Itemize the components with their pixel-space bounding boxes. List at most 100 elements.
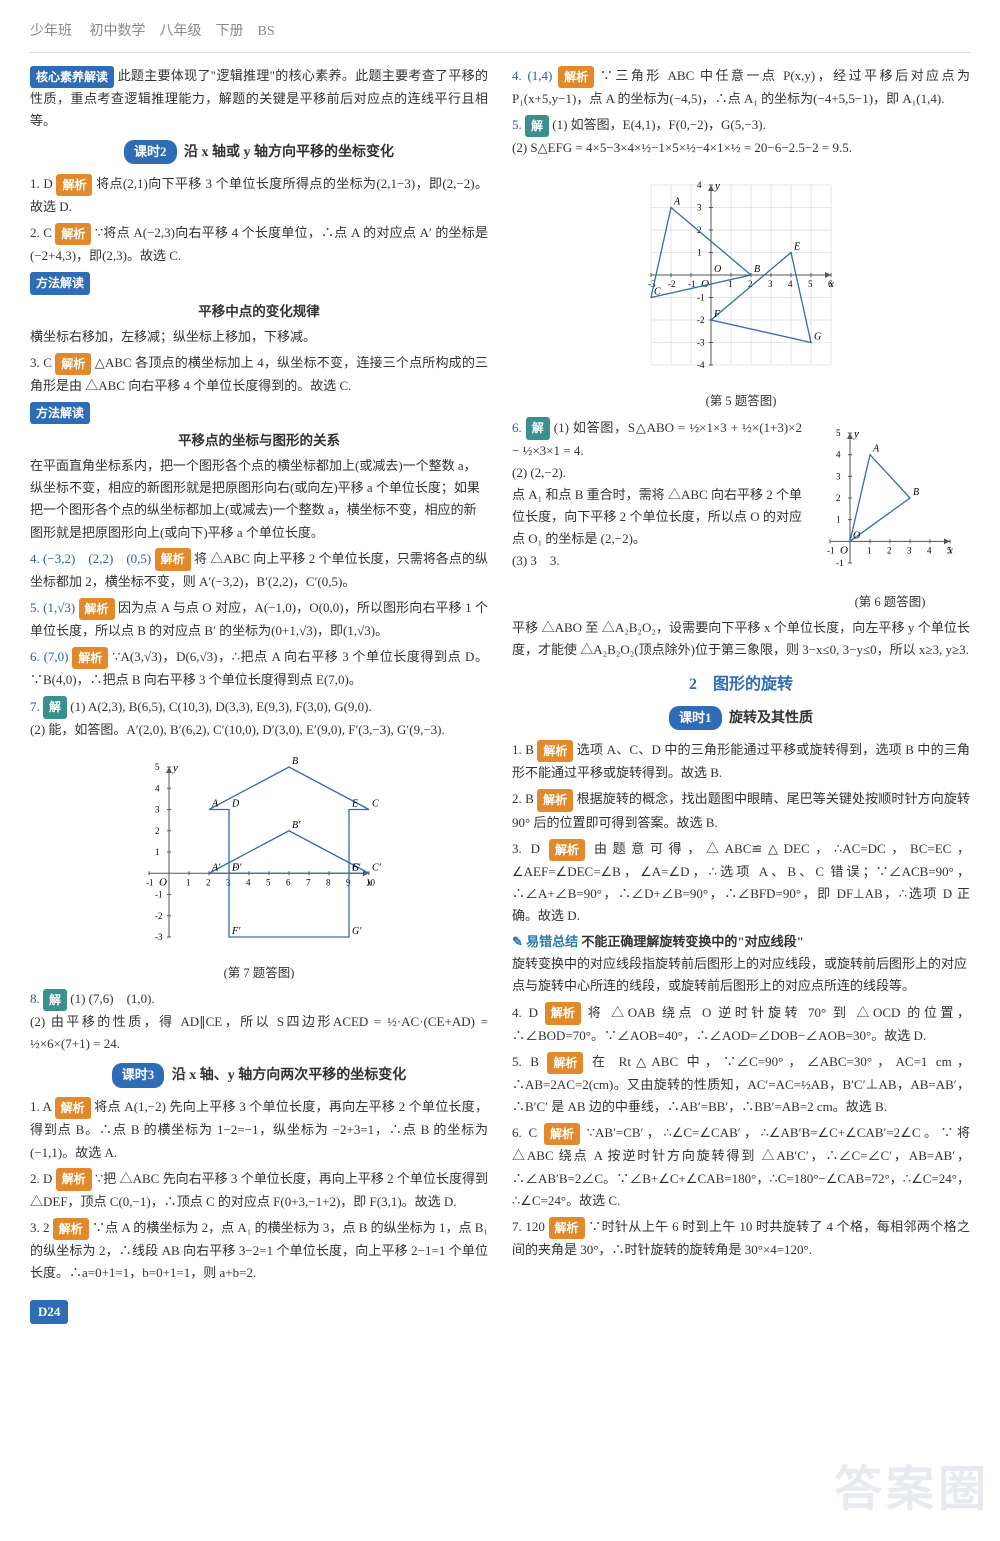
method-tag: 方法解读 <box>30 402 90 424</box>
svg-text:-2: -2 <box>697 315 705 325</box>
rule-1-body: 横坐标右移加，左移减；纵坐标上移加，下移减。 <box>30 326 488 348</box>
svg-text:6: 6 <box>828 279 833 289</box>
svg-text:-1: -1 <box>836 558 844 568</box>
lesson-3-title: 沿 x 轴、y 轴方向两次平移的坐标变化 <box>172 1068 407 1083</box>
analyze-tag: 解析 <box>549 1217 585 1239</box>
l2-q2: 2. C 解析 ∵将点 A(−2,3)向右平移 4 个长度单位，∴点 A 的对应… <box>30 222 488 267</box>
l2-q5-ans: 5. (1,√3) <box>30 600 75 615</box>
solve-tag: 解 <box>525 115 549 137</box>
analyze-tag: 解析 <box>55 353 91 375</box>
analyze-tag: 解析 <box>56 1168 92 1190</box>
svg-text:5: 5 <box>155 762 160 772</box>
mistake-title: 不能正确理解旋转变换中的"对应线段" <box>581 934 803 949</box>
l3-q3-ans: 3. 2 <box>30 1220 50 1235</box>
r-q5: 5. 解 (1) 如答图，E(4,1)，F(0,−2)，G(5,−3). (2)… <box>512 114 970 159</box>
svg-text:5: 5 <box>266 877 271 887</box>
r-q6: 6. 解 (1) 如答图，S△ABO = ½×1×3 + ½×(1+3)×2 −… <box>512 417 802 573</box>
rule-1-title: 平移中点的变化规律 <box>30 301 488 324</box>
l3-q1-ans: 1. A <box>30 1099 51 1114</box>
l2-q6: 6. (7,0) 解析 ∵A(3,√3)，D(6,√3)，∴把点 A 向右平移 … <box>30 646 488 691</box>
svg-text:1: 1 <box>836 514 841 524</box>
intro-block: 核心素养解读 此题主要体现了"逻辑推理"的核心素养。此题主要考查了平移的性质，重… <box>30 65 488 132</box>
svg-text:C: C <box>654 287 661 298</box>
figure-6: xyO-112345-112345OAB <box>810 413 970 583</box>
svg-text:A′: A′ <box>211 862 221 873</box>
s2-q6-ans: 6. C <box>512 1125 537 1140</box>
svg-text:O: O <box>853 530 860 541</box>
s2-q1: 1. B 解析 选项 A、C、D 中的三角形能通过平移或旋转得到，选项 B 中的… <box>512 739 970 784</box>
svg-text:-1: -1 <box>146 877 154 887</box>
svg-text:y: y <box>172 762 178 774</box>
s2-q2-ans: 2. B <box>512 791 534 806</box>
figure-7: xyO-112345678910-3-2-112345ABCDEFGA′B′C′… <box>129 747 389 957</box>
l3-q2-body: ∵把 △ABC 先向右平移 3 个单位长度，再向上平移 2 个单位长度得到 △D… <box>30 1171 488 1209</box>
l3-q3: 3. 2 解析 ∵点 A 的横坐标为 2，点 A₁ 的横坐标为 3，点 B 的纵… <box>30 1217 488 1284</box>
l3-q3-body: ∵点 A 的横坐标为 2，点 A₁ 的横坐标为 3，点 B 的纵坐标为 1，点 … <box>30 1220 488 1280</box>
l2-q7: 7. 解 (1) A(2,3), B(6,5), C(10,3), D(3,3)… <box>30 696 488 741</box>
analyze-tag: 解析 <box>558 66 594 88</box>
l2-q8-ans: 8. <box>30 991 43 1006</box>
svg-text:C: C <box>372 798 379 809</box>
svg-text:B: B <box>754 264 760 275</box>
svg-text:A: A <box>673 197 681 208</box>
svg-text:3: 3 <box>836 471 841 481</box>
svg-text:2: 2 <box>836 493 841 503</box>
page-number-block: D24 <box>30 1288 488 1324</box>
lesson-3-pill: 课时3 <box>112 1063 165 1087</box>
l2-q8: 8. 解 (1) (7,6) (1,0). (2) 由平移的性质，得 AD∥CE… <box>30 988 488 1055</box>
mistake-body: 旋转变换中的对应线段指旋转前后图形上的对应线段，或旋转前后图形上的对应点与旋转中… <box>512 953 970 997</box>
s2-q6-body: ∵AB′=CB′，∴∠C=∠CAB′，∴∠AB′B=∠C+∠CAB′=2∠C。∵… <box>512 1125 970 1207</box>
rule-2-title: 平移点的坐标与图形的关系 <box>30 430 488 453</box>
svg-text:y: y <box>853 428 859 440</box>
r-q4-ans: 4. (1,4) <box>512 68 552 83</box>
solve-tag: 解 <box>526 417 550 439</box>
r-q5-ans: 5. <box>512 117 525 132</box>
watermark: 答案圈 <box>834 1449 990 1531</box>
section-2-title: 2 图形的旋转 <box>512 671 970 698</box>
svg-text:4: 4 <box>155 783 160 793</box>
analyze-tag: 解析 <box>155 548 191 570</box>
r-q6-body3: 平移 △ABO 至 △A₂B₂O₂，设需要向下平移 x 个单位长度，向左平移 y… <box>512 617 970 661</box>
l3-q1-body: 将点 A(1,−2) 先向上平移 3 个单位长度，再向左平移 2 个单位长度，得… <box>30 1099 488 1159</box>
s2-q5-ans: 5. B <box>512 1054 539 1069</box>
svg-text:D: D <box>231 798 240 809</box>
l2-q3: 3. C 解析 △ABC 各顶点的横坐标加上 4，纵坐标不变，连接三个点所构成的… <box>30 352 488 397</box>
s2-q7-ans: 7. 120 <box>512 1219 545 1234</box>
svg-text:O: O <box>159 876 167 888</box>
svg-text:7: 7 <box>306 877 311 887</box>
section-2-heading: 课时1 旋转及其性质 <box>512 702 970 735</box>
svg-text:1: 1 <box>697 248 702 258</box>
analyze-tag: 解析 <box>537 740 573 762</box>
svg-text:5: 5 <box>808 279 813 289</box>
svg-text:A: A <box>211 798 219 809</box>
s2-q4-body: 将 △OAB 绕点 O 逆时针旋转 70° 到 △OCD 的位置，∴∠BOD=7… <box>512 1005 970 1043</box>
svg-text:A: A <box>872 443 880 454</box>
l2-q1-body: 将点(2,1)向下平移 3 个单位长度所得点的坐标为(2,1−3)，即(2,−2… <box>30 176 488 214</box>
svg-text:C′: C′ <box>372 862 382 873</box>
svg-text:E: E <box>793 242 800 253</box>
l2-q2-body: ∵将点 A(−2,3)向右平移 4 个长度单位，∴点 A 的对应点 A′ 的坐标… <box>30 225 488 263</box>
svg-text:10: 10 <box>366 877 376 887</box>
svg-text:1: 1 <box>186 877 191 887</box>
svg-text:4: 4 <box>927 545 932 555</box>
s2-q2-body: 根据旋转的概念，找出题图中眼睛、尾巴等关键处按顺时针方向旋转 90° 后的位置即… <box>512 791 970 829</box>
svg-text:O: O <box>714 264 721 275</box>
svg-text:F: F <box>713 309 721 320</box>
l3-q1: 1. A 解析 将点 A(1,−2) 先向上平移 3 个单位长度，再向左平移 2… <box>30 1096 488 1163</box>
svg-text:3: 3 <box>768 279 773 289</box>
svg-text:4: 4 <box>788 279 793 289</box>
svg-text:3: 3 <box>907 545 912 555</box>
lesson-2-title: 沿 x 轴或 y 轴方向平移的坐标变化 <box>184 145 394 160</box>
l2-q4-ans: 4. (−3,2) (2,2) (0,5) <box>30 551 151 566</box>
svg-text:O: O <box>701 278 709 290</box>
left-column: 核心素养解读 此题主要体现了"逻辑推理"的核心素养。此题主要考查了平移的性质，重… <box>30 61 488 1325</box>
core-literacy-tag: 核心素养解读 <box>30 66 114 88</box>
mistake-icon: ✎ <box>512 934 526 949</box>
svg-text:1: 1 <box>867 545 872 555</box>
l2-q7-ans: 7. <box>30 699 43 714</box>
l2-q1-ans: 1. D <box>30 176 53 191</box>
svg-text:8: 8 <box>326 877 331 887</box>
page-header: 少年班 初中数学 八年级 下册 BS <box>30 20 970 53</box>
content-columns: 核心素养解读 此题主要体现了"逻辑推理"的核心素养。此题主要考查了平移的性质，重… <box>30 61 970 1325</box>
svg-text:1: 1 <box>155 847 160 857</box>
